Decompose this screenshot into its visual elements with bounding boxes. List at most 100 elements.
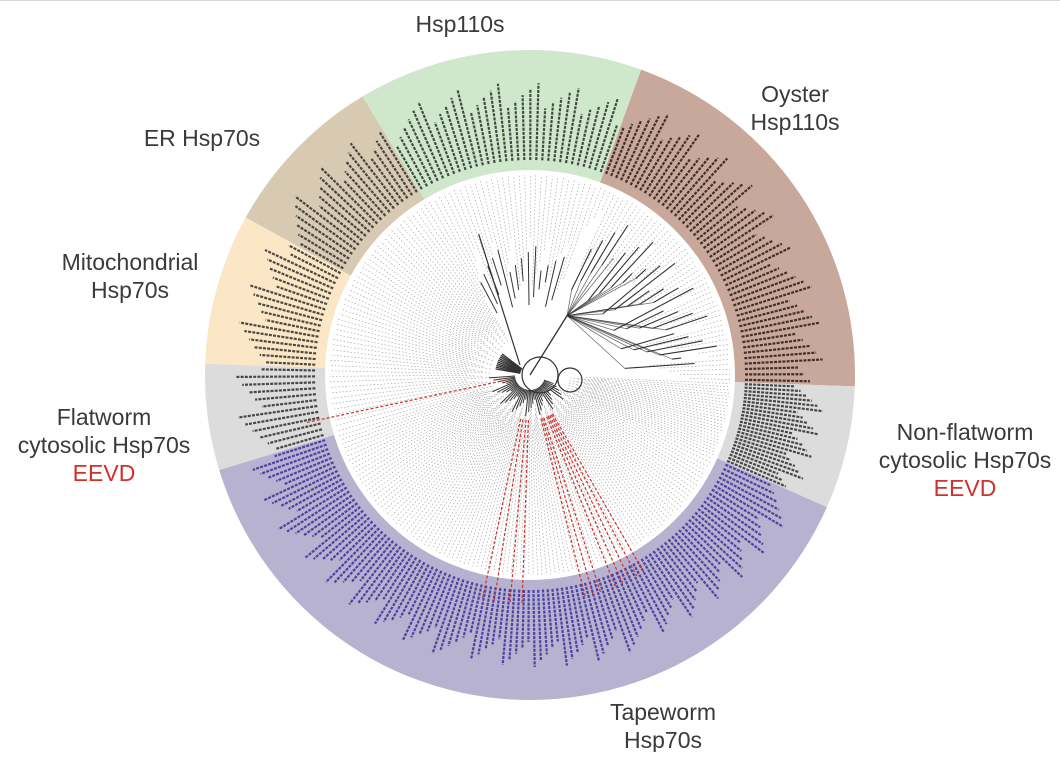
leader-line	[470, 184, 492, 255]
leader-line	[681, 283, 708, 297]
leader-line	[557, 184, 590, 289]
leader-line	[381, 242, 488, 338]
leader-line	[444, 194, 476, 261]
leader-line	[439, 197, 478, 274]
leader-line	[593, 387, 727, 412]
clade-label-line: Tapeworm	[610, 699, 716, 725]
tree-branch	[528, 252, 529, 305]
tree-branch	[567, 316, 625, 369]
top-border	[0, 0, 1060, 1]
leader-line	[492, 179, 509, 263]
leader-line	[539, 404, 590, 566]
leader-line	[440, 424, 506, 553]
leader-line	[552, 402, 655, 531]
leader-line	[412, 214, 497, 330]
leader-line	[607, 214, 649, 270]
tree-branch	[546, 261, 556, 307]
leader-line	[594, 190, 605, 218]
leader-line	[561, 181, 579, 253]
leader-line	[429, 202, 484, 297]
leader-line	[387, 403, 502, 514]
leader-line	[589, 399, 715, 449]
tree-branch	[625, 363, 695, 368]
leader-line	[650, 359, 730, 365]
tree-branch	[652, 313, 692, 328]
leader-line	[403, 410, 502, 530]
leader-line	[634, 241, 679, 281]
tree-branch	[534, 246, 536, 297]
leader-line	[403, 220, 504, 344]
leader-line	[343, 304, 493, 361]
leader-line	[384, 238, 483, 331]
tree-branch	[602, 225, 628, 265]
leader-line	[369, 399, 497, 494]
highlighted-branch	[551, 415, 638, 578]
leader-line	[428, 409, 510, 547]
leader-line	[341, 391, 483, 440]
leader-line	[507, 410, 526, 574]
leader-line	[432, 405, 513, 549]
leader-line	[362, 405, 484, 484]
leader-line	[340, 314, 477, 358]
leader-line	[475, 183, 492, 243]
leader-line	[646, 325, 723, 345]
leader-line	[604, 201, 629, 245]
tree-branch	[515, 265, 518, 290]
leader-line	[359, 271, 475, 342]
leader-line	[546, 400, 637, 543]
leader-line	[588, 196, 619, 259]
leader-line	[338, 386, 492, 431]
leader-line	[548, 427, 594, 564]
clade-label-line: Hsp110s	[750, 109, 839, 135]
leader-line	[330, 365, 490, 373]
motif-label-nonflatworm_cytosolic: EEVD	[934, 475, 997, 501]
tree-branch	[653, 288, 678, 303]
leader-line	[568, 183, 585, 243]
leader-line	[667, 335, 726, 347]
leader-line	[336, 387, 483, 425]
clade-label-line: Hsp70s	[624, 727, 702, 752]
leader-line	[335, 388, 475, 420]
leader-line	[578, 379, 729, 393]
clade-label-line: Flatworm	[57, 404, 152, 430]
leader-line	[654, 231, 668, 245]
leader-line	[368, 258, 485, 342]
leader-line	[536, 175, 542, 273]
leader-line	[514, 176, 522, 274]
leader-line	[567, 390, 715, 452]
leader-line	[550, 179, 569, 275]
leader-line	[420, 208, 508, 342]
leader-line	[454, 190, 496, 292]
leader-line	[494, 424, 521, 572]
tree-branch	[567, 259, 613, 316]
leader-line	[503, 177, 512, 238]
leader-line	[699, 349, 729, 353]
leader-line	[644, 227, 664, 249]
leader-line	[344, 390, 493, 448]
leader-line	[365, 262, 491, 348]
leader-line	[535, 415, 555, 574]
leader-line	[390, 400, 506, 518]
leader-line	[399, 223, 488, 326]
leader-line	[347, 294, 479, 352]
leader-line	[568, 388, 719, 440]
leader-line	[564, 186, 596, 279]
leader-line	[417, 420, 499, 540]
leader-line	[335, 329, 467, 360]
tree-branch	[521, 258, 523, 281]
clade-label-line: Non-flatworm	[897, 419, 1034, 445]
tree-branch	[581, 240, 603, 280]
highlighted-branch	[547, 417, 616, 589]
leader-line	[465, 186, 493, 267]
tree-branch	[498, 250, 513, 307]
leader-line	[630, 209, 641, 226]
leader-line	[337, 324, 492, 365]
leader-line	[544, 176, 552, 250]
motif-label-flatworm_cytosolic: EEVD	[73, 460, 136, 486]
leader-line	[541, 419, 577, 570]
leader-line	[338, 319, 484, 362]
clade-label-line: cytosolic Hsp70s	[18, 432, 191, 458]
